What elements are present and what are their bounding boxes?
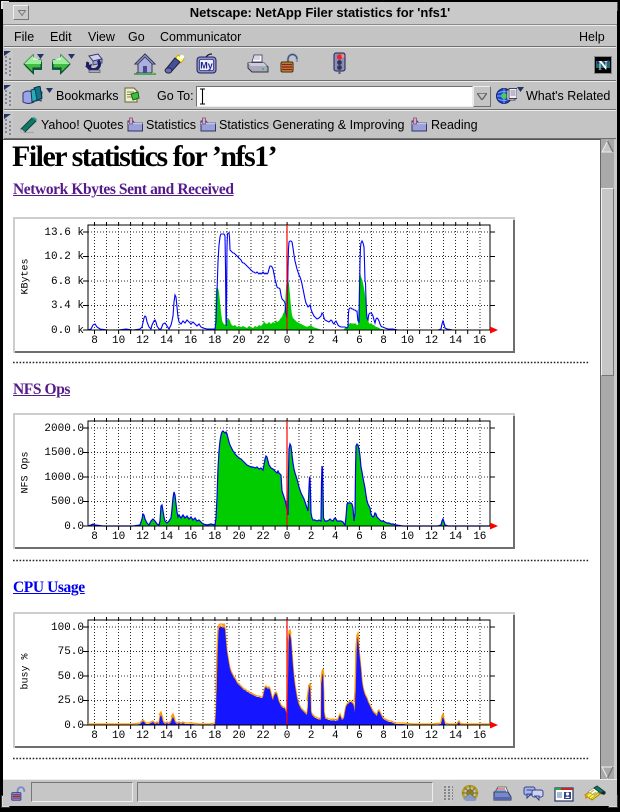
svg-text:N: N bbox=[598, 58, 608, 73]
svg-text:My: My bbox=[200, 61, 213, 71]
